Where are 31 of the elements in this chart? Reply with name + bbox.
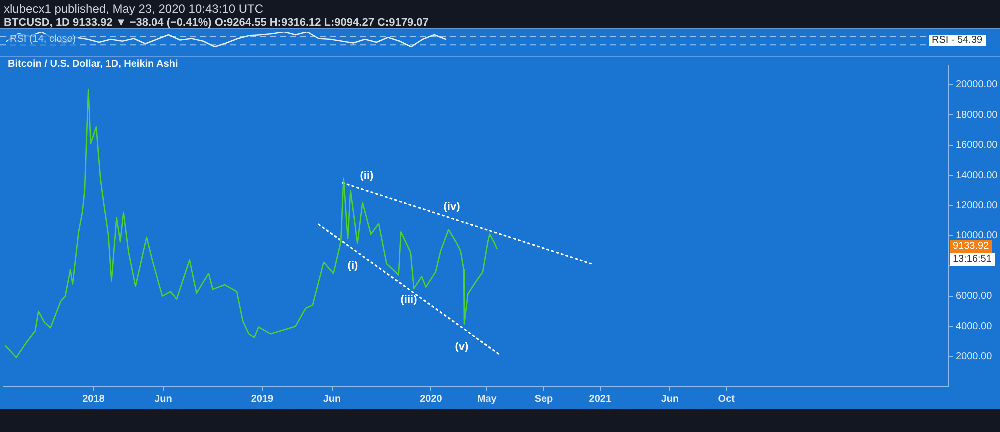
x-tick-label: Jun bbox=[661, 394, 680, 405]
annotation: (i) bbox=[348, 260, 358, 272]
annotation: (iii) bbox=[400, 294, 418, 306]
x-tick-label: Jun bbox=[323, 394, 342, 405]
text: 13:16:51 bbox=[950, 253, 995, 266]
y-tick-label: 10000.00 bbox=[956, 230, 998, 242]
x-tick-label: 2018 bbox=[82, 394, 106, 405]
text: xlubecx1 published, May 23, 2020 10:43:10 UTC bbox=[4, 2, 264, 16]
y-tick-label: 12000.00 bbox=[956, 200, 998, 212]
y-tick-label: 2000.00 bbox=[956, 352, 993, 363]
text: BTCUSD, 1D 9133.92 ▼ −38.04 (−0.41%) O:9264.55 H:9316.12 L:9094.27 C:9179.07 bbox=[4, 17, 429, 29]
y-tick-label: 18000.00 bbox=[956, 110, 998, 121]
text: 9133.92 bbox=[950, 240, 992, 253]
y-tick-label: 14000.00 bbox=[956, 170, 998, 182]
annotation: RSI (14, close) bbox=[8, 34, 78, 45]
annotation: (ii) bbox=[360, 170, 374, 182]
x-tick-label: Jun bbox=[154, 394, 172, 405]
y-tick-label: 6000.00 bbox=[956, 291, 993, 302]
x-tick-label: May bbox=[477, 394, 498, 405]
x-tick-label: Oct bbox=[718, 394, 736, 405]
annotation: (v) bbox=[455, 341, 469, 353]
y-tick-label: 4000.00 bbox=[956, 321, 993, 332]
text: RSI - 54.39 bbox=[929, 35, 986, 46]
x-tick-label: 2021 bbox=[589, 394, 612, 405]
x-tick-label: Sep bbox=[534, 394, 554, 405]
y-tick-label: 16000.00 bbox=[956, 140, 998, 152]
x-tick-label: 2019 bbox=[251, 394, 274, 405]
y-tick-label: 20000.00 bbox=[956, 80, 998, 91]
x-tick-label: 2020 bbox=[420, 394, 443, 405]
chart-title: Bitcoin / U.S. Dollar, 1D, Heikin Ashi bbox=[8, 59, 178, 70]
annotation: (iv) bbox=[444, 201, 460, 213]
